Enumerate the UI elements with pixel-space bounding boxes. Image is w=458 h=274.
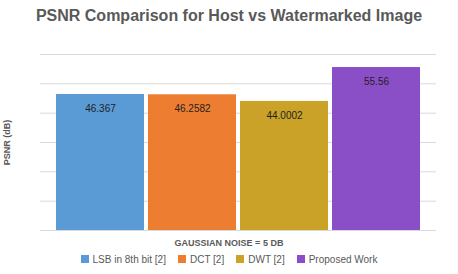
- html-text:DWT [2]: DWT [2]: [248, 253, 285, 265]
- svg-text:PSNR (dB): PSNR (dB): [2, 120, 12, 166]
- html-text:PSNR Comparison for Host vs Wa: PSNR Comparison for Host vs Watermarked …: [35, 7, 423, 24]
- svg-text:44.0002: 44.0002: [266, 110, 303, 121]
- html-text:GAUSSIAN NOISE = 5 DB: GAUSSIAN NOISE = 5 DB: [174, 238, 284, 248]
- svg-text:46.2582: 46.2582: [174, 103, 211, 114]
- html-text:LSB in 8th bit [2]: LSB in 8th bit [2]: [92, 253, 166, 265]
- html-text:Proposed Work: Proposed Work: [308, 253, 378, 265]
- svg-text:46.367: 46.367: [85, 103, 116, 114]
- html-text:DCT [2]: DCT [2]: [189, 253, 225, 265]
- svg-text:55.56: 55.56: [364, 76, 389, 87]
